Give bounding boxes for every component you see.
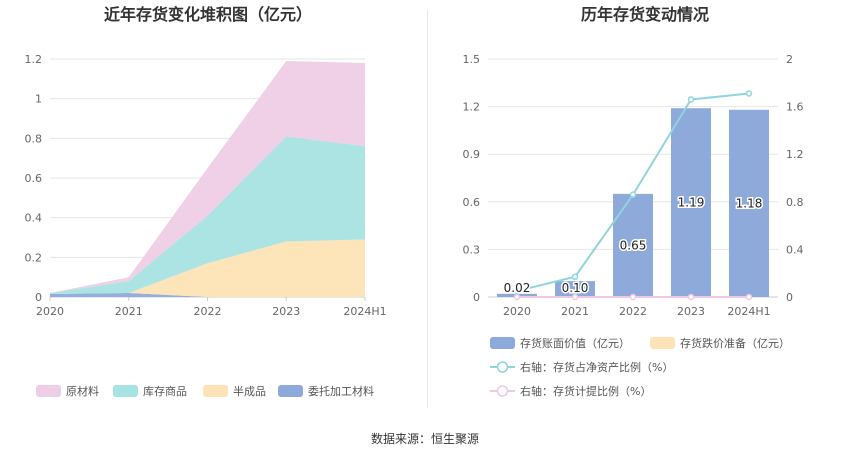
- legend-label-右轴：存货计提比例（%）: 右轴：存货计提比例（%）: [520, 384, 651, 398]
- legend-swatch-存货账面价值（亿元）: [490, 337, 515, 349]
- bar-2024H1: [729, 109, 769, 297]
- right-x-tick-label: 2022: [619, 305, 647, 318]
- area-series-半成品: [50, 239, 365, 297]
- bar-2023: [671, 108, 711, 297]
- right-x-tick-label: 2024H1: [727, 305, 770, 318]
- legend-label-库存商品: 库存商品: [143, 384, 187, 398]
- left-x-tick-label: 2022: [194, 305, 222, 318]
- legend-swatch-委托加工材料: [278, 385, 303, 397]
- right-x-tick-label: 2021: [561, 305, 589, 318]
- right-y-left-tick-label: 1.5: [463, 53, 481, 66]
- line-point-2023: [687, 293, 695, 301]
- area-series-原材料: [50, 60, 365, 294]
- legend-label-半成品: 半成品: [233, 384, 266, 398]
- area-series-委托加工材料: [50, 293, 365, 297]
- left-x-tick-label: 2021: [115, 305, 143, 318]
- right-y-right-tick-label: 1.6: [786, 101, 804, 114]
- legend-marker-右轴：存货计提比例（%）: [496, 385, 509, 397]
- right-y-right-tick-label: 0.8: [786, 196, 804, 209]
- legend-swatch-半成品: [203, 385, 228, 397]
- legend-label-右轴：存货占净资产比例（%）: 右轴：存货占净资产比例（%）: [520, 360, 673, 374]
- area-series-库存商品: [50, 136, 365, 295]
- left-y-tick-label: 0.6: [25, 172, 43, 185]
- right-x-tick-label: 2023: [677, 305, 705, 318]
- left-chart-title: 近年存货变化堆积图（亿元）: [104, 5, 312, 24]
- right-y-right-tick-label: 0.4: [786, 243, 804, 256]
- bar-data-label: 0.02: [504, 281, 531, 295]
- line-point-2024H1: [745, 90, 753, 97]
- bar-data-label: 0.10: [562, 281, 589, 295]
- right-bar-line-chart: 0 0.3 0.6 0.9 1.2 1.5 0 0.4 0.8 1.2 1.6 2 2020 2021 20…: [463, 53, 804, 398]
- left-stacked-area-chart: 0 0.2 0.4 0.6 0.8 1 1.2 2020 2021 2022 2023 2024H1 原…: [25, 53, 387, 398]
- left-y-tick-label: 1: [35, 93, 42, 106]
- line-point-2020: [513, 287, 521, 295]
- legend-marker-右轴：存货占净资产比例（%）: [496, 361, 509, 373]
- line-point-2020: [513, 293, 521, 301]
- right-y-left-tick-label: 0.3: [463, 243, 481, 256]
- bar-2022: [613, 193, 653, 297]
- left-y-tick-label: 1.2: [25, 53, 43, 66]
- right-y-right-tick-label: 1.2: [786, 148, 804, 161]
- legend-label-原材料: 原材料: [66, 384, 99, 398]
- right-y-left-tick-label: 0.6: [463, 196, 481, 209]
- line-point-2024H1: [745, 293, 753, 301]
- legend-label-存货跌价准备（亿元）: 存货跌价准备（亿元）: [680, 336, 790, 350]
- line-point-2022: [629, 293, 637, 301]
- right-chart-title: 历年存货变动情况: [581, 5, 709, 24]
- line-point-2022: [629, 191, 637, 198]
- bar-data-label: 1.18: [736, 196, 763, 210]
- legend-swatch-原材料: [36, 385, 61, 397]
- legend-swatch-存货跌价准备（亿元）: [650, 337, 675, 349]
- data-source-note: 数据来源：恒生聚源: [370, 432, 479, 446]
- chart-divider: [427, 10, 428, 408]
- line-point-2021: [571, 293, 579, 301]
- left-y-tick-label: 0: [35, 291, 42, 304]
- left-x-tick-label: 2024H1: [343, 305, 386, 318]
- left-y-tick-label: 0.8: [25, 132, 43, 145]
- right-y-right-tick-label: 2: [786, 53, 793, 66]
- right-y-left-tick-label: 0: [473, 291, 480, 304]
- line-point-2021: [571, 273, 579, 281]
- bar-data-label: 1.19: [678, 196, 705, 210]
- bar-2021: [555, 281, 595, 297]
- left-x-tick-label: 2020: [36, 305, 64, 318]
- bar-data-label: 0.65: [620, 238, 647, 252]
- line-point-2023: [687, 96, 695, 103]
- left-y-tick-label: 0.4: [25, 212, 43, 225]
- legend-label-存货账面价值（亿元）: 存货账面价值（亿元）: [520, 336, 630, 350]
- right-x-tick-label: 2020: [503, 305, 531, 318]
- left-x-tick-label: 2023: [272, 305, 300, 318]
- right-y-left-tick-label: 1.2: [463, 101, 481, 114]
- legend-swatch-库存商品: [113, 385, 138, 397]
- right-y-left-tick-label: 0.9: [463, 148, 481, 161]
- legend-label-委托加工材料: 委托加工材料: [308, 384, 374, 398]
- left-y-tick-label: 0.2: [25, 251, 43, 264]
- right-y-right-tick-label: 0: [786, 291, 793, 304]
